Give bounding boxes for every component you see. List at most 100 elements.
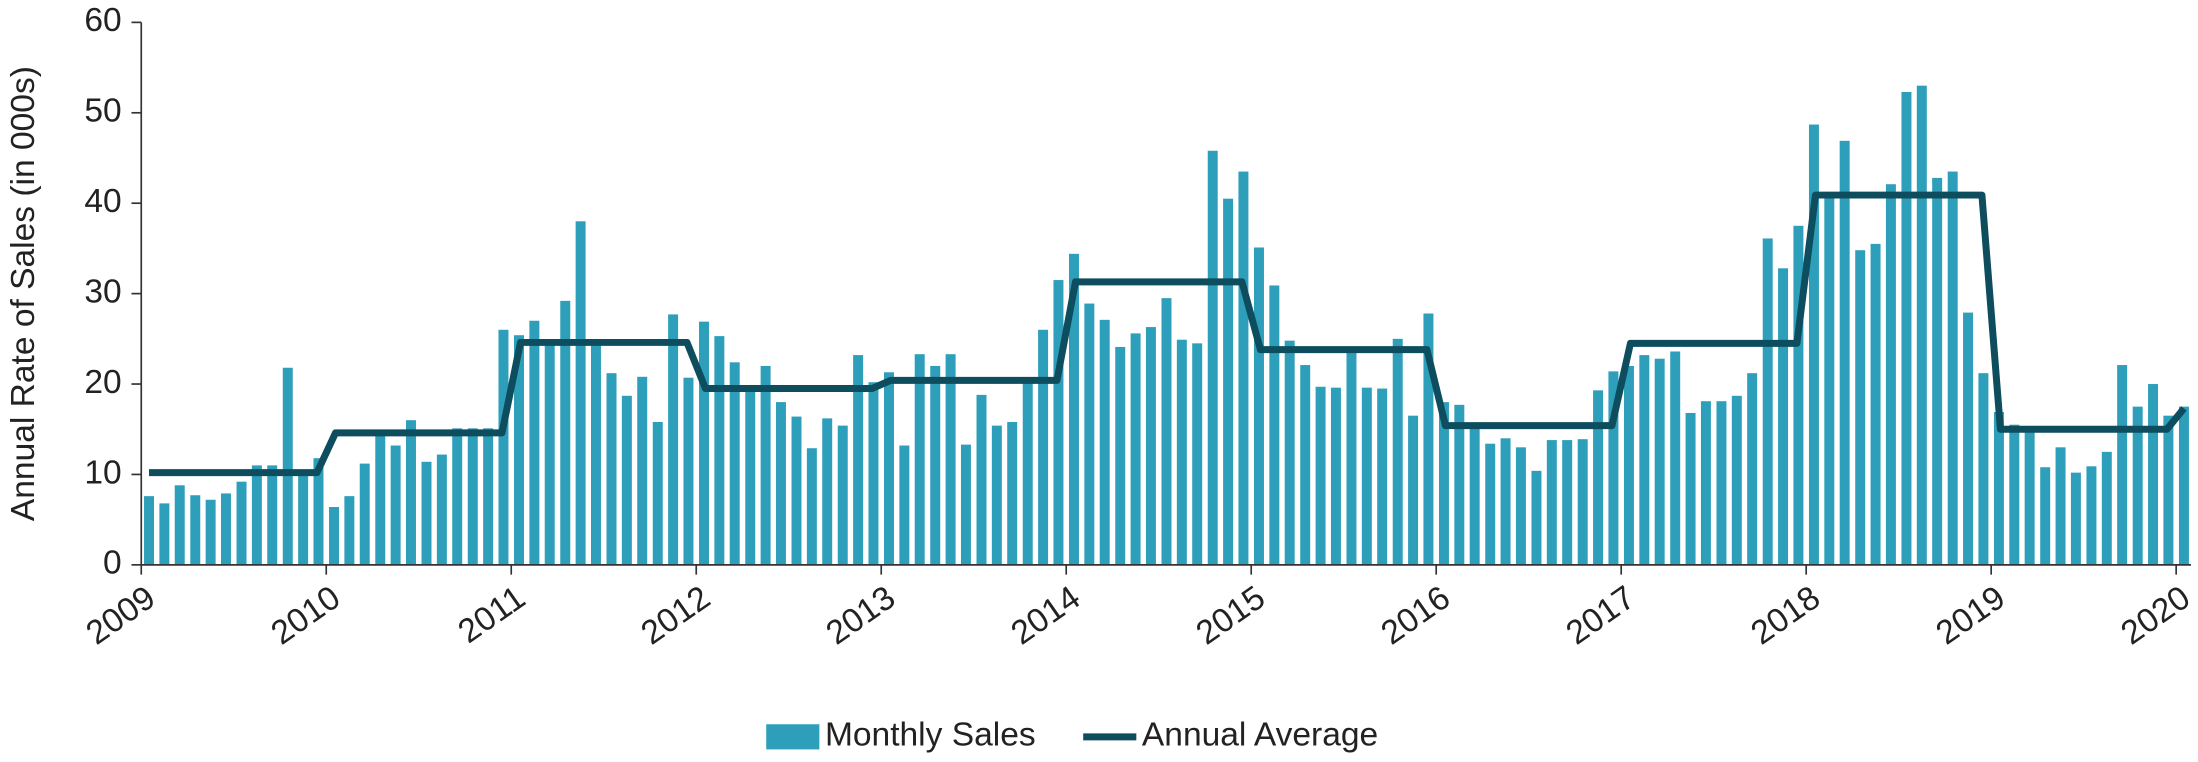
- bar: [976, 394, 987, 565]
- y-tick-label: 50: [84, 93, 121, 130]
- bar: [1546, 440, 1557, 565]
- bar: [945, 354, 956, 565]
- bar: [2086, 466, 2097, 565]
- bar: [390, 445, 401, 565]
- bar: [1700, 401, 1711, 565]
- x-tick-label: 2013: [820, 579, 902, 652]
- x-tick-label: 2011: [452, 579, 532, 651]
- y-tick-label: 60: [84, 2, 121, 39]
- bar: [144, 496, 155, 565]
- bar: [1654, 358, 1665, 565]
- bar: [1007, 422, 1018, 565]
- bar: [760, 365, 771, 565]
- bar: [1608, 371, 1619, 565]
- bar: [1808, 124, 1819, 565]
- bar: [1963, 312, 1974, 565]
- x-tick-label: 2017: [1560, 579, 1642, 652]
- bar: [1223, 198, 1234, 565]
- bar: [251, 465, 262, 565]
- bar: [1947, 171, 1958, 565]
- bar: [652, 422, 663, 565]
- bar: [899, 445, 910, 565]
- bar: [1870, 243, 1881, 565]
- bar: [1993, 412, 2004, 565]
- bar: [2055, 447, 2066, 565]
- bar: [590, 343, 601, 565]
- bar: [1423, 313, 1434, 565]
- y-tick-label: 40: [84, 183, 121, 220]
- bar: [452, 428, 463, 565]
- bar: [1577, 439, 1588, 565]
- bar: [1916, 85, 1927, 565]
- bar: [822, 418, 833, 565]
- bar: [1022, 379, 1033, 565]
- bar: [2163, 415, 2174, 565]
- bar: [2009, 424, 2020, 565]
- bar: [853, 355, 864, 565]
- bar: [190, 495, 201, 565]
- bar: [436, 454, 447, 565]
- bar: [1793, 225, 1804, 565]
- bar: [1855, 250, 1866, 565]
- y-tick-label: 20: [84, 364, 121, 401]
- bar: [498, 329, 509, 565]
- bar: [1685, 412, 1696, 565]
- bar: [1515, 447, 1526, 565]
- bar: [1038, 329, 1049, 565]
- bar: [405, 420, 416, 565]
- bar: [1885, 184, 1896, 565]
- bar: [1099, 319, 1110, 565]
- bar: [1377, 388, 1388, 565]
- bar: [1670, 351, 1681, 565]
- x-tick-label: 2014: [1005, 579, 1087, 652]
- bar: [1238, 171, 1249, 565]
- bar: [1978, 373, 1989, 565]
- legend-swatch: [766, 724, 820, 750]
- bar: [1392, 338, 1403, 565]
- bar: [1562, 440, 1573, 565]
- bar: [2070, 472, 2081, 565]
- bar: [1053, 280, 1064, 565]
- x-tick-label: 2018: [1745, 579, 1827, 652]
- bar: [220, 493, 231, 565]
- bar: [2040, 467, 2051, 565]
- bar: [2101, 451, 2112, 565]
- bar: [745, 388, 756, 565]
- x-tick-label: 2010: [265, 579, 347, 652]
- y-tick-label: 30: [84, 273, 121, 310]
- bar: [344, 496, 355, 565]
- bar: [914, 354, 925, 565]
- bar: [884, 372, 894, 565]
- bar: [729, 362, 740, 565]
- line: [149, 191, 2187, 477]
- bar: [1762, 238, 1773, 565]
- bar: [1438, 402, 1449, 565]
- bar: [1330, 387, 1341, 565]
- bar: [1145, 327, 1156, 565]
- bar: [282, 367, 293, 565]
- bar: [1361, 387, 1372, 565]
- bar: [837, 425, 848, 565]
- bar: [806, 448, 817, 565]
- bar: [668, 314, 679, 565]
- bar: [1346, 350, 1357, 565]
- bar: [159, 503, 170, 565]
- bar: [1531, 470, 1542, 565]
- bar: [2148, 384, 2159, 565]
- bar: [1747, 373, 1758, 565]
- bar: [2024, 429, 2035, 565]
- x-tick-label: 2009: [80, 579, 162, 652]
- bar: [1639, 355, 1650, 565]
- bar: [1176, 339, 1187, 565]
- bar: [1207, 150, 1218, 565]
- bar: [483, 428, 494, 565]
- x-tick-label: 2019: [1930, 579, 2012, 652]
- bar: [960, 444, 971, 565]
- bar: [1623, 365, 1634, 565]
- bar: [514, 335, 525, 565]
- bar: [544, 343, 555, 565]
- bar: [1716, 401, 1727, 565]
- bar: [1731, 395, 1742, 565]
- bar: [930, 365, 941, 565]
- x-tick-label: 2020: [2115, 579, 2197, 652]
